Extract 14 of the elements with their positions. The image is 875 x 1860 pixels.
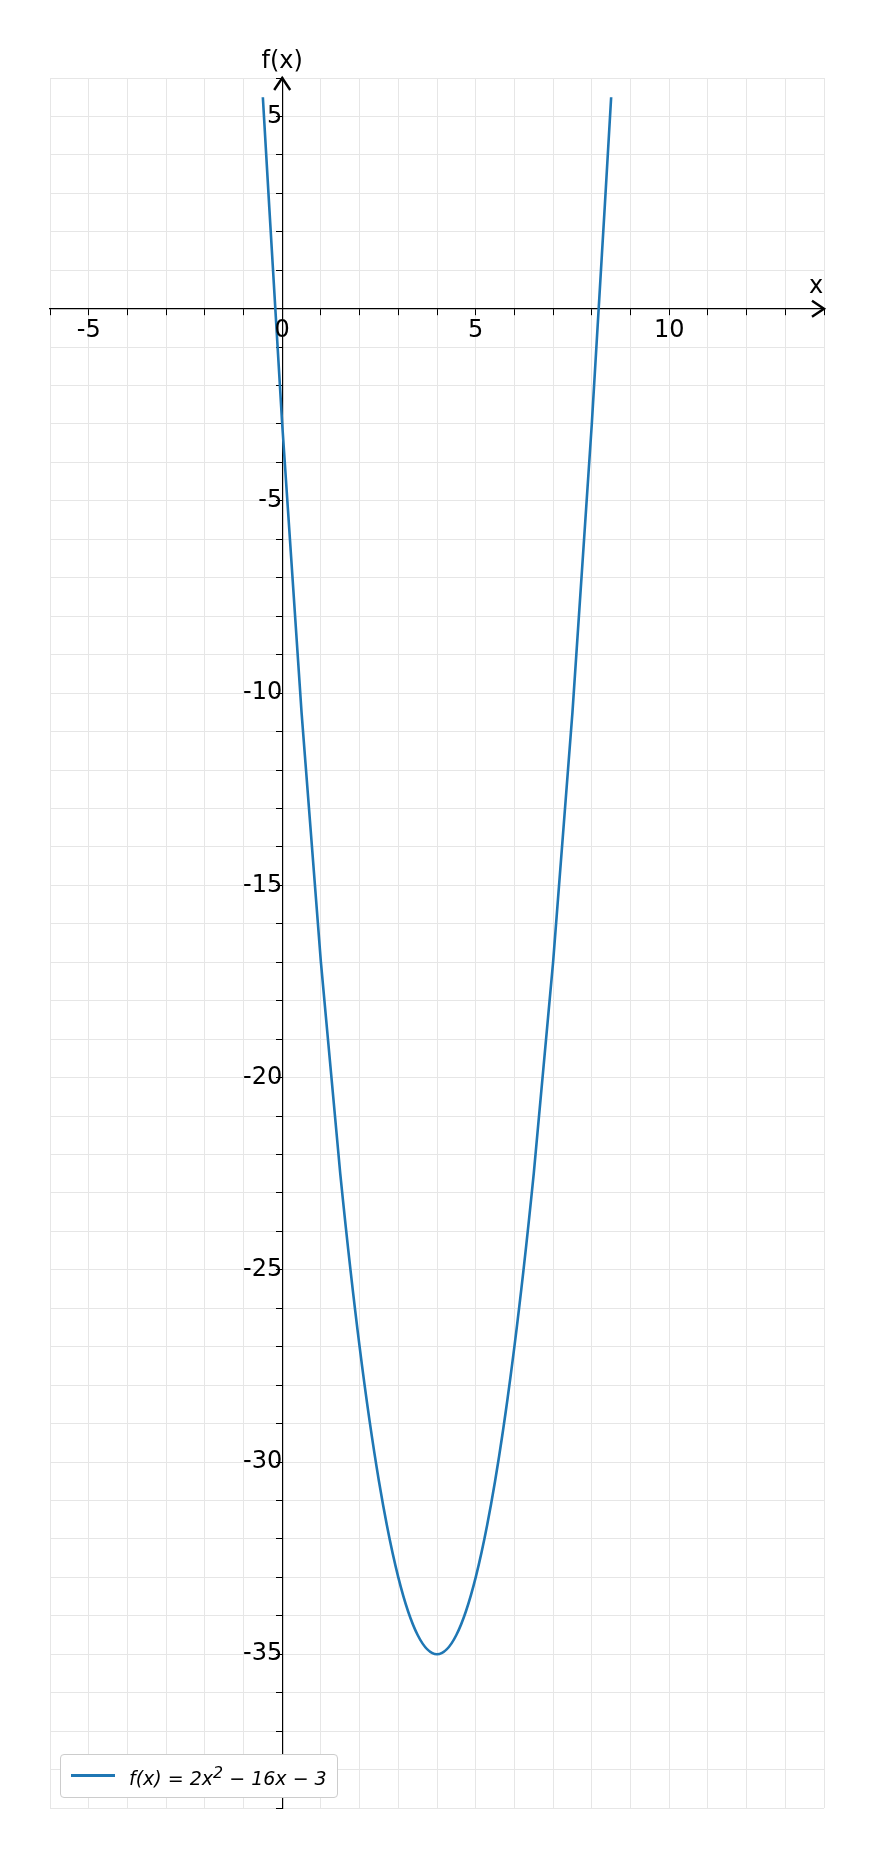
x-tick-label: -5 [76, 314, 101, 343]
y-tick-label: -25 [243, 1254, 283, 1283]
y-tick-label: -35 [243, 1638, 283, 1667]
x-tick-label: 5 [468, 314, 484, 343]
y-tick-label: -10 [243, 677, 283, 706]
y-tick-label: 5 [266, 100, 283, 129]
x-tick-label: 10 [653, 314, 685, 343]
y-axis-title: f(x) [261, 46, 303, 75]
y-tick-label: -5 [258, 485, 283, 514]
y-tick-label: -20 [243, 1061, 283, 1090]
y-tick-label: -30 [243, 1446, 283, 1475]
y-tick-label: -15 [243, 869, 283, 898]
x-axis-title: x [808, 270, 824, 299]
legend-label: f(x) = 2x$^{2}$ − 16x − 3 [129, 1762, 327, 1789]
